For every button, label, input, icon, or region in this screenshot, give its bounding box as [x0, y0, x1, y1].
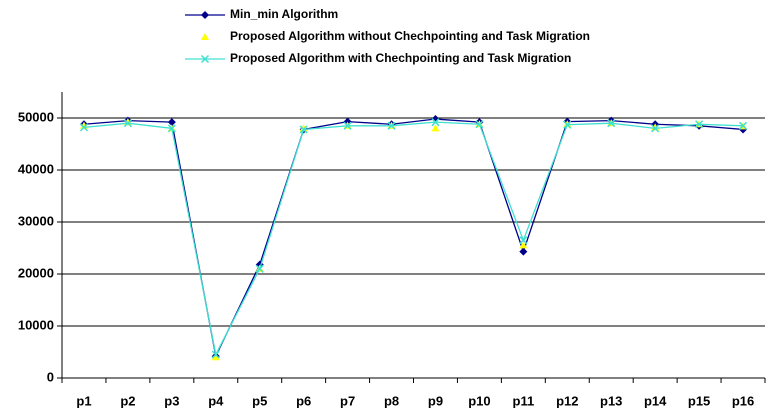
y-tick-label: 0	[47, 369, 54, 384]
x-tick-label: p7	[340, 393, 355, 408]
marker	[519, 241, 528, 249]
legend-label: Min_min Algorithm	[230, 7, 338, 21]
y-tick-label: 20000	[18, 265, 54, 280]
x-tick-label: p16	[732, 393, 754, 408]
marker	[255, 264, 264, 273]
series-line	[83, 121, 744, 357]
marker	[79, 123, 88, 132]
series-line	[83, 118, 744, 359]
marker	[211, 353, 220, 361]
y-tick-label: 30000	[18, 213, 54, 228]
marker	[695, 120, 704, 129]
legend-marker	[201, 33, 209, 40]
x-tick-label: p6	[296, 393, 311, 408]
marker	[739, 121, 748, 130]
marker	[299, 125, 308, 134]
legend-marker	[201, 11, 209, 19]
x-tick-label: p15	[688, 393, 710, 408]
marker	[167, 124, 176, 133]
legend-marker	[200, 54, 210, 64]
x-tick-label: p1	[76, 393, 91, 408]
x-tick-label: p9	[428, 393, 443, 408]
marker	[431, 118, 440, 127]
x-tick-label: p13	[600, 393, 622, 408]
legend-label: Proposed Algorithm with Chechpointing an…	[230, 51, 571, 65]
x-tick-label: p11	[513, 393, 535, 408]
marker	[431, 124, 440, 132]
x-tick-label: p12	[556, 393, 578, 408]
y-tick-label: 10000	[18, 317, 54, 332]
x-tick-label: p14	[644, 393, 667, 408]
x-tick-label: p3	[164, 393, 179, 408]
marker	[563, 120, 572, 129]
marker	[343, 121, 352, 130]
marker	[167, 118, 176, 127]
y-tick-label: 50000	[18, 109, 54, 124]
marker	[519, 236, 528, 245]
x-tick-label: p10	[468, 393, 490, 408]
marker	[387, 121, 396, 130]
marker	[123, 119, 132, 128]
x-tick-label: p8	[384, 393, 399, 408]
marker	[475, 120, 484, 129]
x-tick-label: p2	[120, 393, 135, 408]
x-tick-label: p5	[252, 393, 267, 408]
x-tick-label: p4	[208, 393, 224, 408]
marker	[651, 124, 660, 133]
marker	[607, 119, 616, 128]
marker	[211, 350, 220, 359]
legend: Min_min Algorithm Proposed Algorithm with…	[185, 7, 590, 65]
y-tick-label: 40000	[18, 161, 54, 176]
marker	[519, 247, 528, 256]
legend-label: Proposed Algorithm without Chechpointing…	[230, 29, 590, 43]
